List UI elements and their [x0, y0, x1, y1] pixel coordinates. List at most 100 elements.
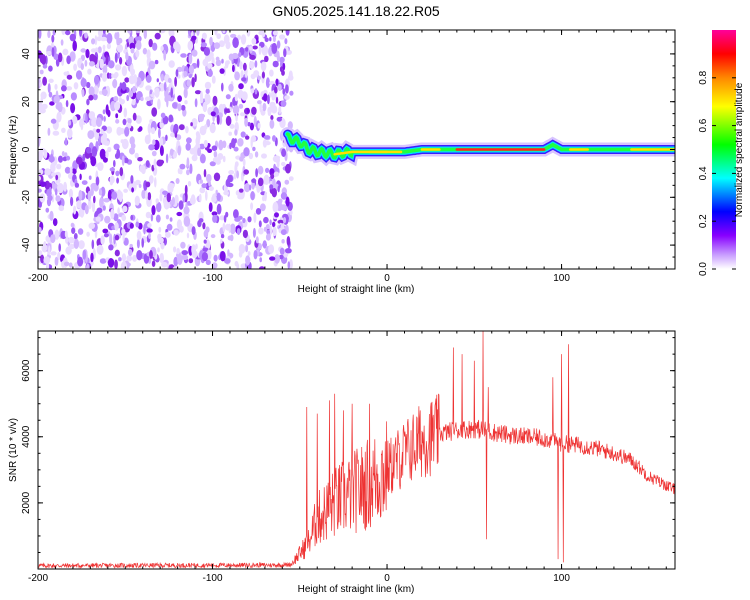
- noise-speckle: [243, 169, 249, 175]
- noise-speckle: [265, 77, 270, 89]
- noise-speckle: [250, 191, 255, 201]
- noise-speckle: [131, 99, 136, 106]
- noise-speckle: [176, 211, 183, 217]
- noise-speckle: [66, 55, 71, 65]
- noise-speckle: [191, 118, 198, 127]
- noise-speckle: [203, 169, 207, 178]
- bottom-x-ticks: -200 -100 0 100: [28, 331, 667, 584]
- noise-speckle: [68, 236, 75, 244]
- noise-speckle: [127, 30, 132, 34]
- noise-speckle: [181, 254, 189, 261]
- noise-speckle: [152, 139, 156, 146]
- noise-speckle: [191, 226, 196, 236]
- noise-speckle: [169, 217, 173, 222]
- noise-speckle: [94, 75, 100, 85]
- noise-speckle: [236, 170, 240, 179]
- noise-speckle: [109, 233, 113, 245]
- noise-speckle: [55, 174, 59, 181]
- noise-speckle: [249, 122, 254, 131]
- bottom-x-axis-label: Height of straight line (km): [298, 584, 415, 595]
- noise-speckle: [229, 234, 234, 242]
- noise-speckle: [242, 217, 246, 224]
- noise-speckle: [102, 44, 106, 50]
- y-tick-label: -40: [21, 237, 32, 252]
- noise-speckle: [177, 95, 183, 102]
- noise-speckle: [251, 178, 257, 183]
- noise-speckle: [183, 70, 188, 78]
- noise-speckle: [240, 112, 245, 117]
- noise-speckle: [46, 51, 52, 55]
- noise-speckle: [108, 244, 114, 251]
- noise-speckle: [238, 243, 246, 254]
- noise-speckle: [116, 44, 124, 53]
- noise-speckle: [138, 126, 143, 132]
- noise-speckle: [191, 244, 197, 256]
- noise-speckle: [205, 190, 208, 201]
- noise-speckle: [95, 47, 99, 53]
- noise-speckle: [61, 127, 66, 133]
- noise-speckle: [135, 49, 140, 58]
- noise-speckle: [249, 54, 256, 60]
- noise-speckle: [136, 250, 143, 261]
- noise-speckle: [187, 180, 192, 187]
- noise-speckle: [99, 258, 107, 264]
- noise-speckle: [166, 96, 174, 102]
- noise-speckle: [154, 87, 160, 98]
- figure-title: GN05.2025.141.18.22.R05: [272, 3, 440, 19]
- noise-speckle: [245, 244, 249, 253]
- noise-speckle: [145, 85, 150, 91]
- noise-speckle: [218, 139, 224, 151]
- noise-speckle: [102, 65, 108, 75]
- noise-speckle: [65, 100, 69, 108]
- noise-speckle: [50, 234, 56, 244]
- noise-speckle: [159, 252, 164, 264]
- noise-speckle: [182, 193, 186, 203]
- noise-speckle: [97, 46, 102, 54]
- noise-speckle: [288, 176, 294, 182]
- noise-speckle: [88, 175, 92, 180]
- noise-speckle: [221, 58, 224, 64]
- noise-speckle: [66, 155, 71, 161]
- noise-speckle: [237, 138, 244, 147]
- noise-speckle: [219, 215, 226, 221]
- noise-speckle: [58, 243, 61, 252]
- noise-speckle: [84, 204, 89, 215]
- noise-speckle: [222, 222, 226, 232]
- noise-speckle: [278, 105, 282, 115]
- noise-speckle: [211, 262, 218, 269]
- noise-speckle: [119, 57, 123, 65]
- noise-speckle: [272, 35, 276, 42]
- noise-speckle: [122, 205, 128, 213]
- noise-speckle: [72, 115, 78, 125]
- noise-speckle: [96, 36, 102, 42]
- colorbar-tick-label: 0.4: [698, 166, 709, 180]
- noise-speckle: [103, 116, 106, 122]
- noise-speckle: [174, 194, 179, 204]
- noise-speckle: [280, 100, 287, 107]
- noise-speckle: [103, 197, 110, 203]
- noise-speckle: [206, 173, 212, 183]
- noise-speckle: [213, 42, 221, 49]
- noise-speckle: [61, 30, 66, 35]
- noise-speckle: [264, 141, 271, 146]
- noise-speckle: [119, 167, 124, 177]
- noise-speckle: [121, 228, 126, 235]
- noise-speckle: [249, 61, 255, 70]
- noise-speckle: [174, 76, 178, 87]
- noise-speckle: [172, 102, 178, 109]
- noise-speckle: [129, 222, 134, 229]
- noise-speckle: [212, 214, 218, 223]
- noise-speckle: [257, 122, 261, 129]
- noise-speckle: [222, 30, 226, 34]
- noise-speckle: [189, 148, 196, 155]
- noise-speckle: [284, 95, 290, 100]
- noise-speckle: [90, 252, 94, 263]
- noise-speckle: [48, 245, 51, 256]
- noise-speckle: [259, 102, 262, 113]
- noise-speckle: [128, 35, 134, 44]
- noise-speckle: [52, 182, 55, 190]
- noise-speckle: [122, 118, 127, 126]
- noise-speckle: [130, 68, 136, 76]
- noise-speckle: [269, 219, 272, 226]
